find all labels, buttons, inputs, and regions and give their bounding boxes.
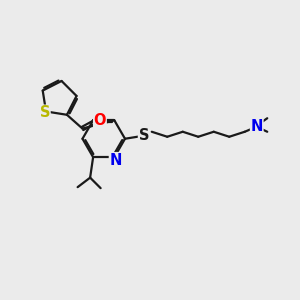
Text: O: O	[94, 112, 106, 128]
Text: S: S	[40, 105, 50, 120]
Text: N: N	[250, 119, 263, 134]
Text: N: N	[110, 153, 122, 168]
Text: S: S	[139, 128, 149, 143]
